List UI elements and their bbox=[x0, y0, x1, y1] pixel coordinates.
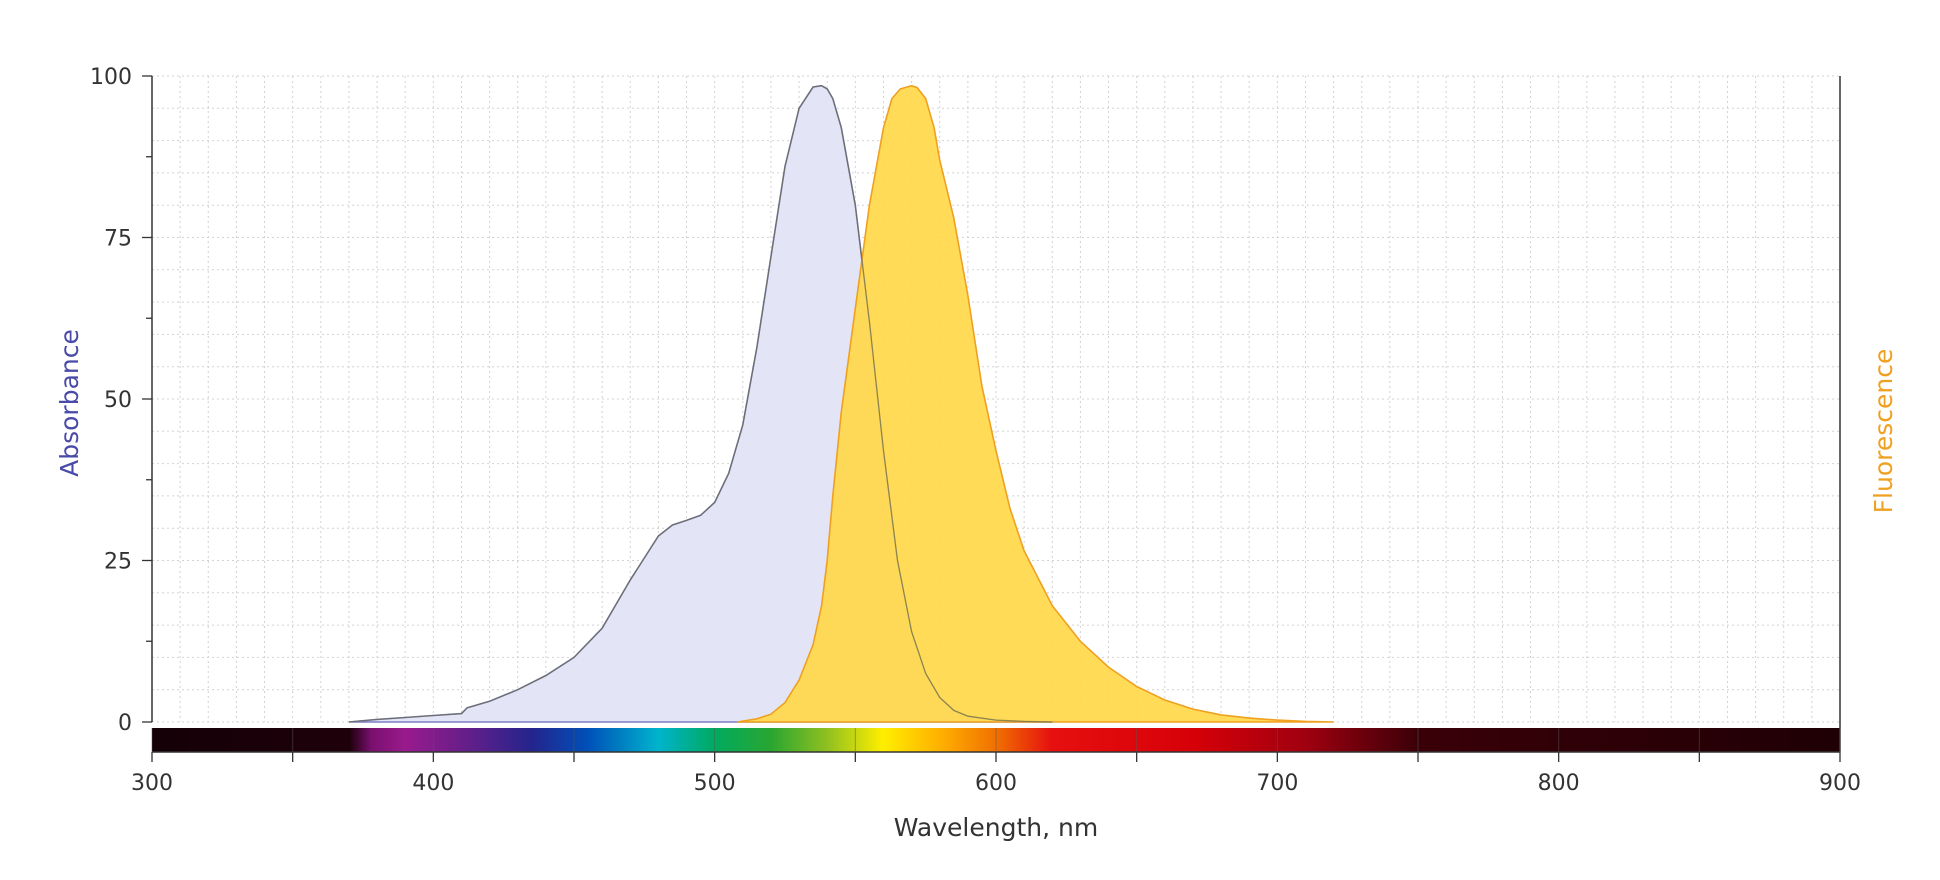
x-tick-label: 700 bbox=[1256, 771, 1298, 796]
y-tick-label: 75 bbox=[104, 227, 132, 252]
tick-labels: 300 400 500 600 700 800 900 0 25 50 75 100 bbox=[90, 65, 1861, 796]
grid bbox=[151, 75, 1841, 723]
x-tick-label: 300 bbox=[131, 771, 173, 796]
x-tick-label: 400 bbox=[412, 771, 454, 796]
x-tick-label: 500 bbox=[694, 771, 736, 796]
y-axis-title: Absorbance bbox=[55, 329, 84, 477]
x-tick-label: 800 bbox=[1538, 771, 1580, 796]
x-axis-title: Wavelength, nm bbox=[894, 813, 1098, 842]
y2-axis-title: Fluorescence bbox=[1869, 349, 1898, 514]
axes bbox=[142, 75, 1841, 762]
y-tick-label: 0 bbox=[118, 711, 132, 736]
y-tick-label: 100 bbox=[90, 65, 132, 90]
x-tick-label: 900 bbox=[1819, 771, 1861, 796]
spectra-areas bbox=[348, 84, 1334, 723]
y-tick-label: 25 bbox=[104, 550, 132, 575]
absorbance-overlap-line bbox=[348, 85, 1053, 723]
fluorescence-area bbox=[737, 84, 1334, 723]
x-tick-label: 600 bbox=[975, 771, 1017, 796]
y-tick-label: 50 bbox=[104, 388, 132, 413]
